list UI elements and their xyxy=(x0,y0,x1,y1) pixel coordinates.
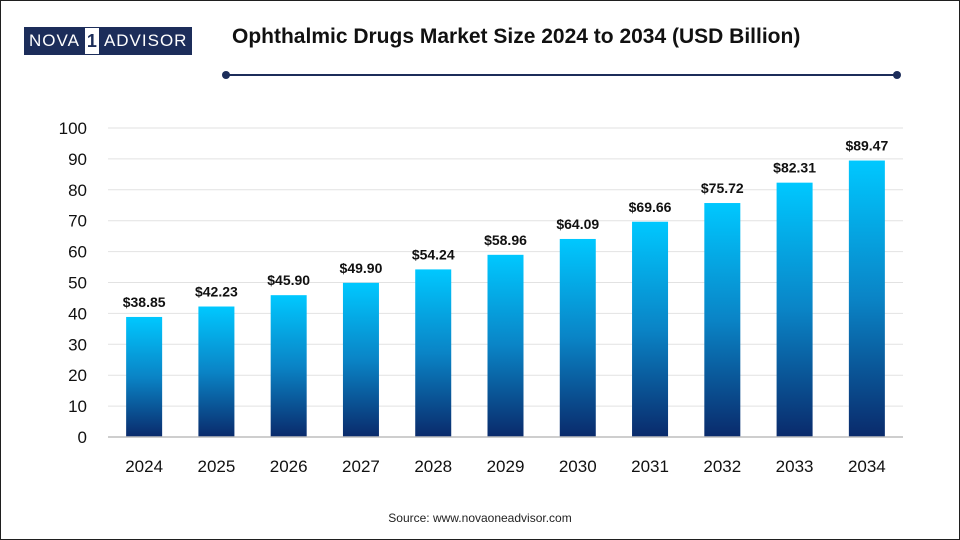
logo-text-nova: NOVA xyxy=(25,28,84,54)
source-note: Source: www.novaoneadvisor.com xyxy=(388,511,572,525)
x-axis-ticks: 2024 2025 2026 2027 2028 2029 2030 2031 2032 2033… xyxy=(125,457,886,476)
logo-text-advisor: ADVISOR xyxy=(99,28,192,54)
data-label-2026: $45.90 xyxy=(267,272,310,288)
bar-2033 xyxy=(776,182,813,437)
bar-2028 xyxy=(415,269,452,437)
bar-2024 xyxy=(126,316,163,437)
data-label-2033: $82.31 xyxy=(773,160,816,176)
data-label-2029: $58.96 xyxy=(484,232,527,248)
x-tick-label-2028: 2028 xyxy=(414,457,452,476)
y-tick-label: 80 xyxy=(68,181,87,200)
data-label-2024: $38.85 xyxy=(123,294,166,310)
data-label-2031: $69.66 xyxy=(629,199,672,215)
x-tick-label-2027: 2027 xyxy=(342,457,380,476)
brand-logo: NOVA 1 ADVISOR xyxy=(24,27,193,55)
y-tick-label: 0 xyxy=(78,428,87,447)
x-tick-label-2026: 2026 xyxy=(270,457,308,476)
bar-2027 xyxy=(342,282,379,437)
x-tick-label-2033: 2033 xyxy=(776,457,814,476)
y-tick-label: 100 xyxy=(59,119,87,138)
y-tick-label: 30 xyxy=(68,335,87,354)
data-label-2030: $64.09 xyxy=(556,216,599,232)
x-tick-label-2024: 2024 xyxy=(125,457,163,476)
y-tick-label: 50 xyxy=(68,274,87,293)
bar-2025 xyxy=(198,306,235,437)
data-label-2034: $89.47 xyxy=(845,138,888,154)
data-label-2028: $54.24 xyxy=(412,246,455,262)
bars xyxy=(126,160,885,437)
underline-right-dot xyxy=(893,71,901,79)
bar-2031 xyxy=(632,221,669,437)
bar-2026 xyxy=(270,295,307,437)
y-tick-label: 60 xyxy=(68,243,87,262)
data-label-2032: $75.72 xyxy=(701,180,744,196)
y-tick-label: 20 xyxy=(68,366,87,385)
y-axis-ticks: 0 10 20 30 40 50 60 70 80 90 100 xyxy=(59,119,87,447)
y-tick-label: 90 xyxy=(68,150,87,169)
x-tick-label-2025: 2025 xyxy=(197,457,235,476)
underline-left-dot xyxy=(222,71,230,79)
title-underline xyxy=(226,74,898,76)
y-tick-label: 10 xyxy=(68,397,87,416)
logo-text-one: 1 xyxy=(83,28,100,54)
bar-2030 xyxy=(559,238,596,437)
data-labels: $38.85 $42.23 $45.90 $49.90 $54.24 $58.96 $64.… xyxy=(123,138,889,310)
x-tick-label-2029: 2029 xyxy=(487,457,525,476)
chart-title: Ophthalmic Drugs Market Size 2024 to 203… xyxy=(232,25,801,48)
bar-2032 xyxy=(704,203,741,437)
data-label-2025: $42.23 xyxy=(195,284,238,300)
bar-2029 xyxy=(487,254,524,437)
y-tick-label: 40 xyxy=(68,304,87,323)
x-tick-label-2030: 2030 xyxy=(559,457,597,476)
bar-2034 xyxy=(848,160,885,437)
data-label-2027: $49.90 xyxy=(340,260,383,276)
y-tick-label: 70 xyxy=(68,212,87,231)
x-tick-label-2032: 2032 xyxy=(703,457,741,476)
x-tick-label-2034: 2034 xyxy=(848,457,886,476)
x-tick-label-2031: 2031 xyxy=(631,457,669,476)
